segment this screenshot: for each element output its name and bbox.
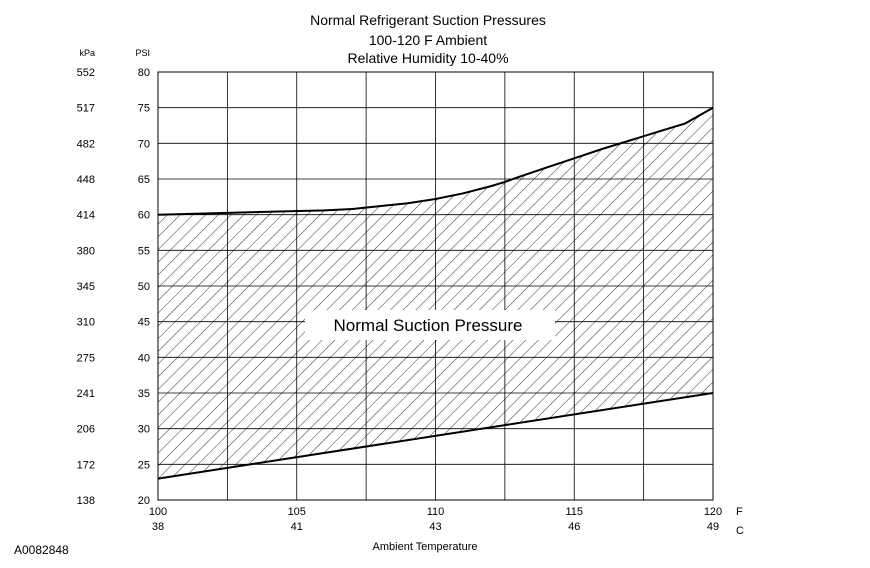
y-unit-psi: PSI [135,48,150,58]
x-axis-label: Ambient Temperature [373,541,478,553]
x-unit-f: F [736,506,743,518]
y-tick-kpa: 241 [77,388,95,400]
x-tick-c: 41 [291,521,303,533]
y-tick-kpa: 552 [77,67,95,79]
x-tick-c: 46 [568,521,580,533]
y-tick-psi: 30 [138,424,150,436]
y-tick-psi: 75 [138,103,150,115]
band-label-background [305,310,555,340]
chart-title-line-1: Normal Refrigerant Suction Pressures [310,12,546,28]
figure-id: A0082848 [14,543,69,557]
y-tick-psi: 60 [138,210,150,222]
x-unit-c: C [736,525,744,537]
y-tick-psi: 70 [138,138,150,150]
y-tick-kpa: 206 [77,424,95,436]
y-tick-psi: 45 [138,317,150,329]
y-tick-psi: 55 [138,245,150,257]
x-tick-c: 43 [429,521,441,533]
y-tick-psi: 40 [138,352,150,364]
y-tick-psi: 25 [138,459,150,471]
y-tick-kpa: 172 [77,459,95,471]
x-tick-f: 100 [149,506,167,518]
x-tick-c: 38 [152,521,164,533]
y-tick-psi: 80 [138,67,150,79]
y-tick-kpa: 414 [77,210,95,222]
y-tick-psi: 35 [138,388,150,400]
y-tick-psi: 65 [138,174,150,186]
upper-limit-line [157,106,714,216]
x-tick-labels: 100 38 105 41 110 43 115 46 120 49 [149,506,722,533]
y-tick-kpa: 310 [77,317,95,329]
y-unit-kpa: kPa [79,48,95,58]
y-tick-kpa: 275 [77,352,95,364]
y-tick-kpa: 380 [77,245,95,257]
y-tick-labels: 552 80 517 75 482 70 448 65 414 60 380 55 345 50 310 45… [77,67,150,507]
y-tick-kpa: 517 [77,103,95,115]
y-tick-kpa: 448 [77,174,95,186]
y-tick-kpa: 482 [77,138,95,150]
chart-title-line-2: 100-120 F Ambient [369,32,487,48]
x-tick-f: 110 [427,506,445,518]
x-tick-f: 115 [565,506,583,518]
x-tick-f: 120 [704,506,722,518]
band-label: Normal Suction Pressure [334,316,523,335]
chart-title-line-3: Relative Humidity 10-40% [347,50,508,66]
plot-frame [157,71,714,501]
y-tick-kpa: 138 [77,495,95,507]
y-tick-psi: 50 [138,281,150,293]
y-tick-psi: 20 [138,495,150,507]
x-tick-f: 105 [288,506,306,518]
x-tick-c: 49 [707,521,719,533]
y-tick-kpa: 345 [77,281,95,293]
lower-limit-line [157,392,714,480]
